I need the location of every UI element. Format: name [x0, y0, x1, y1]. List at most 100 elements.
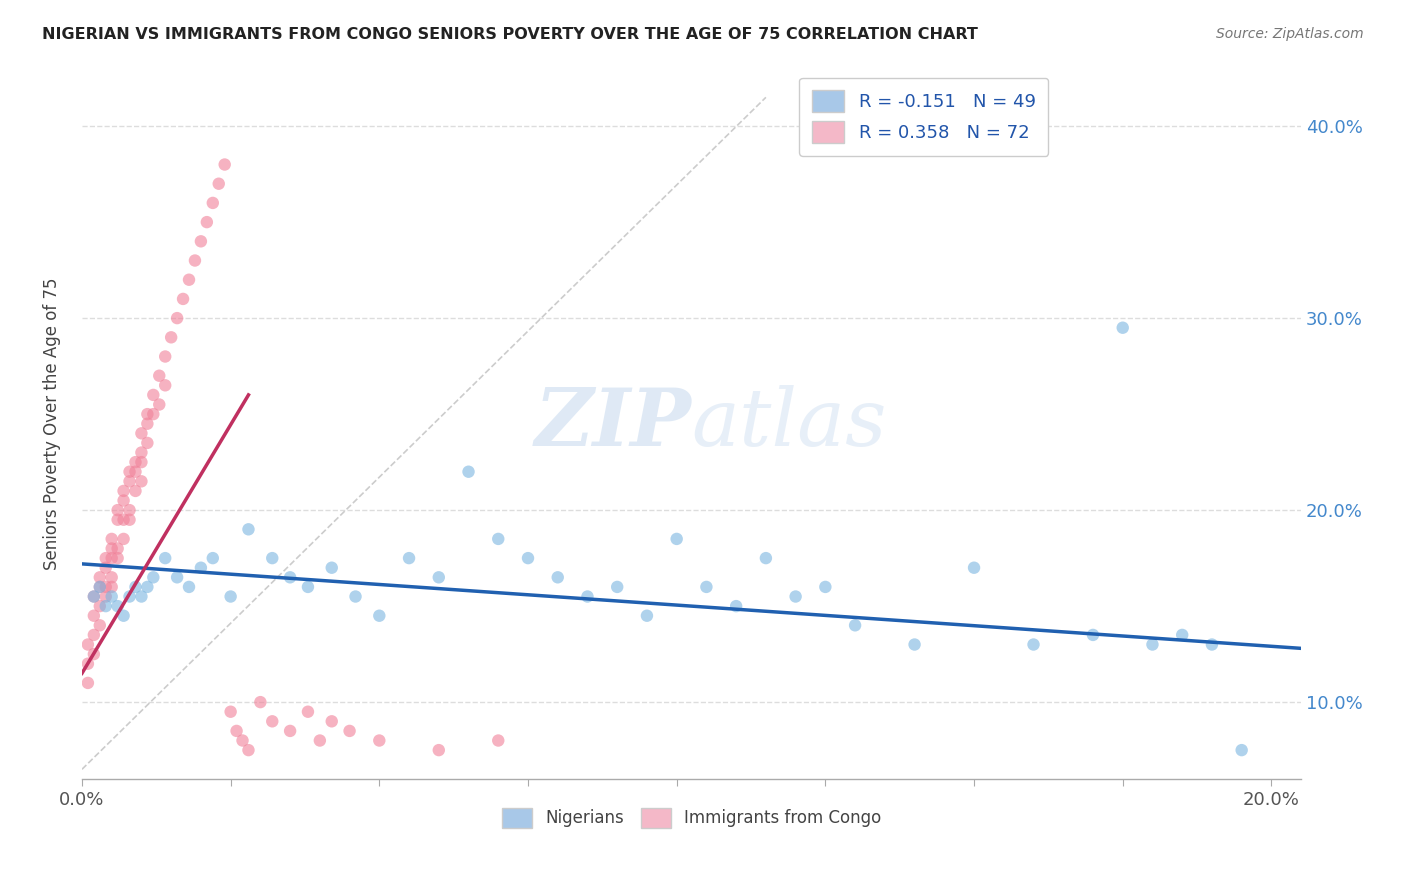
Point	[368, 608, 391, 623]
Point	[190, 560, 212, 574]
Point	[486, 532, 509, 546]
Point	[83, 628, 105, 642]
Point	[124, 580, 146, 594]
Point	[83, 608, 105, 623]
Point	[89, 580, 111, 594]
Point	[131, 426, 153, 441]
Point	[89, 580, 111, 594]
Point	[576, 590, 599, 604]
Point	[547, 570, 569, 584]
Point	[100, 590, 122, 604]
Point	[100, 570, 122, 584]
Point	[427, 743, 450, 757]
Point	[231, 733, 253, 747]
Point	[100, 532, 122, 546]
Point	[100, 580, 122, 594]
Point	[1081, 628, 1104, 642]
Point	[142, 570, 165, 584]
Point	[118, 503, 141, 517]
Point	[83, 590, 105, 604]
Point	[155, 378, 177, 392]
Point	[262, 551, 284, 566]
Point	[219, 705, 242, 719]
Text: NIGERIAN VS IMMIGRANTS FROM CONGO SENIORS POVERTY OVER THE AGE OF 75 CORRELATION: NIGERIAN VS IMMIGRANTS FROM CONGO SENIOR…	[42, 27, 979, 42]
Point	[112, 532, 135, 546]
Point	[238, 522, 260, 536]
Point	[118, 475, 141, 489]
Point	[124, 465, 146, 479]
Point	[112, 483, 135, 498]
Point	[148, 397, 170, 411]
Point	[297, 705, 319, 719]
Point	[278, 570, 301, 584]
Point	[112, 608, 135, 623]
Point	[131, 475, 153, 489]
Point	[100, 551, 122, 566]
Point	[83, 647, 105, 661]
Point	[118, 465, 141, 479]
Point	[124, 455, 146, 469]
Point	[172, 292, 194, 306]
Point	[142, 407, 165, 421]
Point	[124, 483, 146, 498]
Point	[457, 465, 479, 479]
Point	[155, 350, 177, 364]
Point	[238, 743, 260, 757]
Point	[665, 532, 688, 546]
Point	[94, 560, 117, 574]
Point	[166, 311, 188, 326]
Point	[201, 195, 224, 210]
Point	[1142, 638, 1164, 652]
Point	[136, 580, 159, 594]
Point	[136, 436, 159, 450]
Point	[77, 657, 100, 671]
Point	[195, 215, 218, 229]
Point	[184, 253, 207, 268]
Point	[136, 417, 159, 431]
Point	[136, 407, 159, 421]
Point	[177, 273, 200, 287]
Point	[107, 541, 129, 556]
Point	[94, 599, 117, 614]
Point	[262, 714, 284, 729]
Point	[94, 551, 117, 566]
Point	[148, 368, 170, 383]
Point	[100, 541, 122, 556]
Point	[112, 493, 135, 508]
Point	[844, 618, 866, 632]
Point	[112, 513, 135, 527]
Point	[308, 733, 330, 747]
Point	[225, 723, 247, 738]
Point	[107, 513, 129, 527]
Point	[89, 618, 111, 632]
Text: atlas: atlas	[692, 385, 887, 462]
Point	[131, 455, 153, 469]
Point	[278, 723, 301, 738]
Point	[297, 580, 319, 594]
Point	[427, 570, 450, 584]
Point	[636, 608, 658, 623]
Point	[321, 560, 343, 574]
Point	[214, 157, 236, 171]
Point	[83, 590, 105, 604]
Text: ZIP: ZIP	[534, 385, 692, 462]
Point	[131, 445, 153, 459]
Point	[1201, 638, 1223, 652]
Point	[118, 590, 141, 604]
Point	[190, 235, 212, 249]
Point	[1022, 638, 1045, 652]
Point	[160, 330, 183, 344]
Point	[321, 714, 343, 729]
Point	[89, 599, 111, 614]
Point	[785, 590, 807, 604]
Point	[166, 570, 188, 584]
Point	[208, 177, 231, 191]
Point	[155, 551, 177, 566]
Point	[107, 599, 129, 614]
Point	[814, 580, 837, 594]
Point	[398, 551, 420, 566]
Point	[249, 695, 271, 709]
Point	[107, 551, 129, 566]
Point	[695, 580, 717, 594]
Point	[517, 551, 540, 566]
